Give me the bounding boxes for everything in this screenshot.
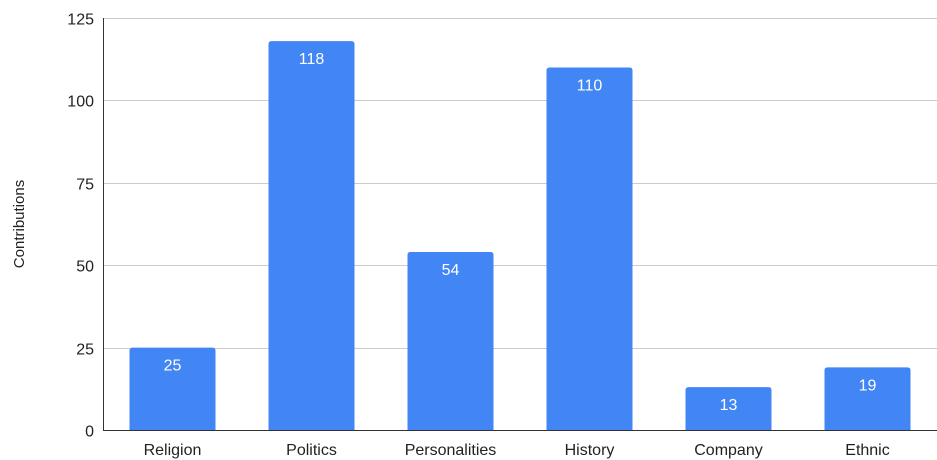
- bar: [129, 347, 216, 430]
- data-label: 19: [859, 377, 877, 394]
- x-tick-label: Company: [694, 442, 762, 459]
- bar: [407, 252, 494, 430]
- data-label: 118: [299, 51, 325, 68]
- data-label: 110: [577, 77, 603, 94]
- y-axis-title: Contributions: [11, 180, 28, 268]
- labels: 0 25 50 75 100 125 25 Religion 118 Politics 54 Pers…: [67, 12, 889, 460]
- bars: [129, 41, 911, 431]
- x-tick-label: Religion: [144, 442, 202, 459]
- data-label: 54: [442, 262, 460, 279]
- data-label: 25: [164, 358, 182, 375]
- bar: [546, 67, 633, 430]
- grid-lines: [103, 18, 937, 349]
- y-tick-label: 125: [67, 12, 94, 29]
- y-tick-label: 25: [76, 342, 94, 359]
- bar: [268, 41, 355, 431]
- y-tick-label: 0: [85, 424, 94, 441]
- x-tick-label: History: [565, 442, 615, 459]
- data-label: 13: [720, 397, 738, 414]
- axes: [103, 18, 937, 431]
- bar: [685, 387, 772, 430]
- x-tick-label: Personalities: [405, 442, 497, 459]
- x-tick-label: Ethnic: [845, 442, 889, 459]
- x-tick-label: Politics: [286, 442, 337, 459]
- bar: [824, 367, 911, 430]
- y-tick-label: 50: [76, 259, 94, 276]
- y-tick-label: 100: [67, 94, 94, 111]
- y-tick-label: 75: [76, 177, 94, 194]
